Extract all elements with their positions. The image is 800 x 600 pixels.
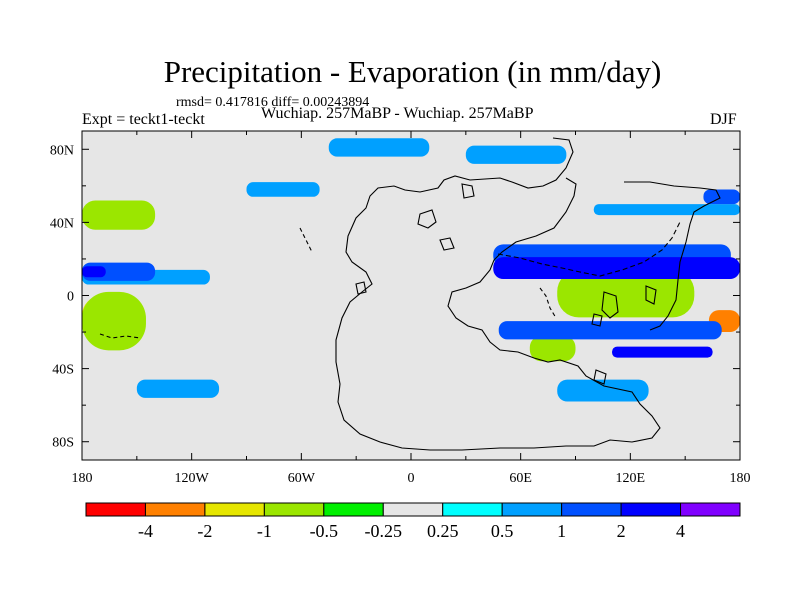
colorbar-swatch-3 — [263, 502, 325, 517]
colorbar-label: 0.5 — [491, 521, 514, 541]
colorbar-label: -4 — [138, 521, 153, 541]
data-region-20 — [498, 321, 722, 340]
y-tick-label: 80S — [52, 436, 74, 451]
colorbar-swatch-10 — [680, 502, 741, 517]
data-region-22 — [82, 266, 106, 278]
colorbar-swatch-5 — [382, 502, 444, 517]
coastline-island-c — [417, 209, 437, 229]
coastline-tethys-arc — [497, 221, 681, 277]
colorbar-swatch-0 — [85, 502, 146, 517]
x-tick-label: 0 — [408, 471, 415, 486]
colorbar-label: -1 — [257, 521, 272, 541]
coastline-island-e — [461, 183, 475, 199]
coastline-island-h — [593, 369, 607, 385]
data-region-10 — [529, 335, 576, 362]
data-regions — [82, 138, 740, 402]
y-tick-label: 0 — [67, 290, 74, 305]
coastline-arc-north — [299, 227, 313, 253]
colorbar-label: 0.25 — [427, 521, 459, 541]
y-tick-label: 40S — [52, 363, 74, 378]
colorbar-swatch-8 — [561, 502, 622, 517]
colorbar-label: 2 — [617, 521, 626, 541]
x-tick-label: 120W — [175, 471, 210, 486]
y-tick-label: 40N — [50, 216, 74, 231]
data-region-15 — [465, 145, 567, 164]
axes: 180 120W 60W 0 60E 120E 180 80N 40N 0 40S 80S — [50, 131, 751, 486]
colorbar-label: -2 — [197, 521, 212, 541]
data-region-7 — [82, 200, 156, 230]
case-label: Wuchiap. 257MaBP - Wuchiap. 257MaBP — [261, 105, 534, 122]
coastline-island-b — [645, 285, 657, 305]
colorbar-swatch-9 — [620, 502, 682, 517]
data-region-14 — [328, 138, 430, 157]
colorbar-label: 4 — [676, 521, 685, 541]
colorbar-label: 1 — [557, 521, 566, 541]
colorbar-swatch-7 — [501, 502, 563, 517]
data-region-8 — [82, 291, 146, 351]
colorbar-swatch-1 — [144, 502, 206, 517]
coastline-cathaysia — [624, 181, 721, 331]
colorbar-label: -0.25 — [365, 521, 403, 541]
colorbar-swatch-2 — [204, 502, 265, 517]
coastline-island-a — [601, 291, 619, 319]
colorbar-label: -0.5 — [310, 521, 339, 541]
x-tick-label: 120E — [616, 471, 646, 486]
data-region-12 — [136, 379, 220, 398]
data-region-21 — [703, 189, 740, 205]
chart-title: Precipitation - Evaporation (in mm/day) — [163, 54, 662, 89]
colorbar-swatch-4 — [323, 502, 384, 517]
x-tick-label: 180 — [730, 471, 751, 486]
coastline-island-f — [355, 281, 367, 295]
colorbar-swatch-6 — [442, 502, 503, 517]
x-tick-label: 60W — [288, 471, 316, 486]
data-region-16 — [557, 379, 649, 402]
x-tick-label: 60E — [509, 471, 532, 486]
x-tick-label: 180 — [72, 471, 93, 486]
data-region-24 — [612, 346, 713, 358]
season-label: DJF — [710, 111, 737, 128]
coastline-arc-east — [539, 287, 557, 319]
data-region-17 — [593, 204, 740, 216]
coastlines — [99, 137, 721, 451]
coastline-island-g — [591, 313, 603, 327]
y-tick-label: 80N — [50, 143, 74, 158]
data-region-9 — [557, 269, 695, 318]
experiment-label: Expt = teckt1-teckt — [82, 111, 205, 128]
data-region-13 — [246, 182, 320, 197]
stats-line: rmsd= 0.417816 diff= 0.00243894 — [176, 95, 370, 110]
coastline-pangea — [335, 137, 661, 451]
coastline-island-d — [439, 237, 455, 251]
colorbar: -4 -2 -1 -0.5 -0.25 0.25 0.5 1 2 4 — [85, 502, 741, 541]
